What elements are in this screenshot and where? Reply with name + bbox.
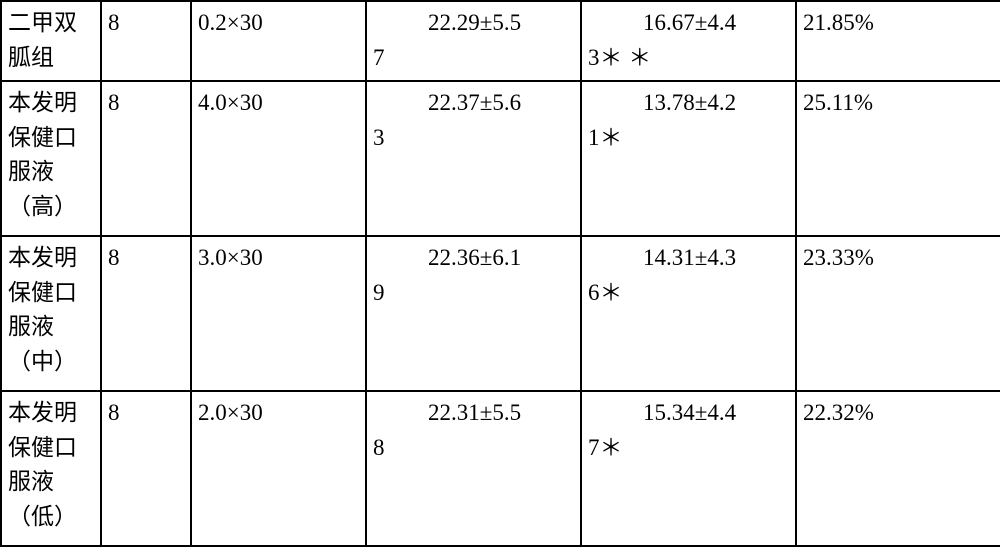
text: 本发明	[8, 90, 77, 115]
text: 二甲双	[8, 10, 77, 35]
cell-n: 8	[101, 391, 191, 546]
text: 22.37±5.6	[373, 86, 574, 121]
data-table: 二甲双 胍组 8 0.2×30 22.29±5.5 7 16.67±4.4 3＊…	[0, 0, 1000, 547]
table-container: 二甲双 胍组 8 0.2×30 22.29±5.5 7 16.67±4.4 3＊…	[0, 0, 1000, 547]
text: 服液	[8, 314, 54, 339]
text: 22.36±6.1	[373, 241, 574, 276]
text: 胍组	[8, 45, 54, 70]
cell-post: 15.34±4.4 7＊	[581, 391, 796, 546]
text: 6＊	[588, 276, 789, 311]
cell-pre: 22.36±6.1 9	[366, 236, 581, 391]
cell-n: 8	[101, 236, 191, 391]
text: 服液	[8, 469, 54, 494]
text: 13.78±4.2	[588, 86, 789, 121]
table-row: 本发明 保健口 服液 （中） 8 3.0×30 22.36±6.1 9 14.3…	[1, 236, 1000, 391]
table-row: 二甲双 胍组 8 0.2×30 22.29±5.5 7 16.67±4.4 3＊…	[1, 1, 1000, 81]
cell-dose: 4.0×30	[191, 81, 366, 236]
cell-n: 8	[101, 1, 191, 81]
cell-post: 16.67±4.4 3＊ ＊	[581, 1, 796, 81]
text: 22.31±5.5	[373, 396, 574, 431]
text: 16.67±4.4	[588, 6, 789, 41]
text: 22.29±5.5	[373, 6, 574, 41]
cell-post: 13.78±4.2 1＊	[581, 81, 796, 236]
table-row: 本发明 保健口 服液 （低） 8 2.0×30 22.31±5.5 8 15.3…	[1, 391, 1000, 546]
text: 保健口	[8, 280, 77, 305]
text: 保健口	[8, 435, 77, 460]
cell-pre: 22.29±5.5 7	[366, 1, 581, 81]
cell-pct: 25.11%	[796, 81, 1000, 236]
text: （高）	[8, 194, 77, 219]
text: 7	[373, 41, 574, 76]
cell-group: 本发明 保健口 服液 （中）	[1, 236, 101, 391]
cell-dose: 3.0×30	[191, 236, 366, 391]
cell-pct: 21.85%	[796, 1, 1000, 81]
cell-pre: 22.37±5.6 3	[366, 81, 581, 236]
text: 1＊	[588, 121, 789, 156]
cell-pct: 23.33%	[796, 236, 1000, 391]
cell-dose: 2.0×30	[191, 391, 366, 546]
cell-post: 14.31±4.3 6＊	[581, 236, 796, 391]
text: 8	[373, 431, 574, 466]
cell-group: 本发明 保健口 服液 （低）	[1, 391, 101, 546]
text: 保健口	[8, 125, 77, 150]
cell-group: 本发明 保健口 服液 （高）	[1, 81, 101, 236]
text: （低）	[8, 504, 77, 529]
text: 3	[373, 121, 574, 156]
text: （中）	[8, 349, 77, 374]
cell-pct: 22.32%	[796, 391, 1000, 546]
text: 服液	[8, 159, 54, 184]
cell-pre: 22.31±5.5 8	[366, 391, 581, 546]
cell-dose: 0.2×30	[191, 1, 366, 81]
cell-group: 二甲双 胍组	[1, 1, 101, 81]
table-row: 本发明 保健口 服液 （高） 8 4.0×30 22.37±5.6 3 13.7…	[1, 81, 1000, 236]
cell-n: 8	[101, 81, 191, 236]
text: 15.34±4.4	[588, 396, 789, 431]
text: 7＊	[588, 431, 789, 466]
text: 3＊ ＊	[588, 41, 789, 76]
text: 14.31±4.3	[588, 241, 789, 276]
text: 本发明	[8, 245, 77, 270]
text: 9	[373, 276, 574, 311]
text: 本发明	[8, 400, 77, 425]
